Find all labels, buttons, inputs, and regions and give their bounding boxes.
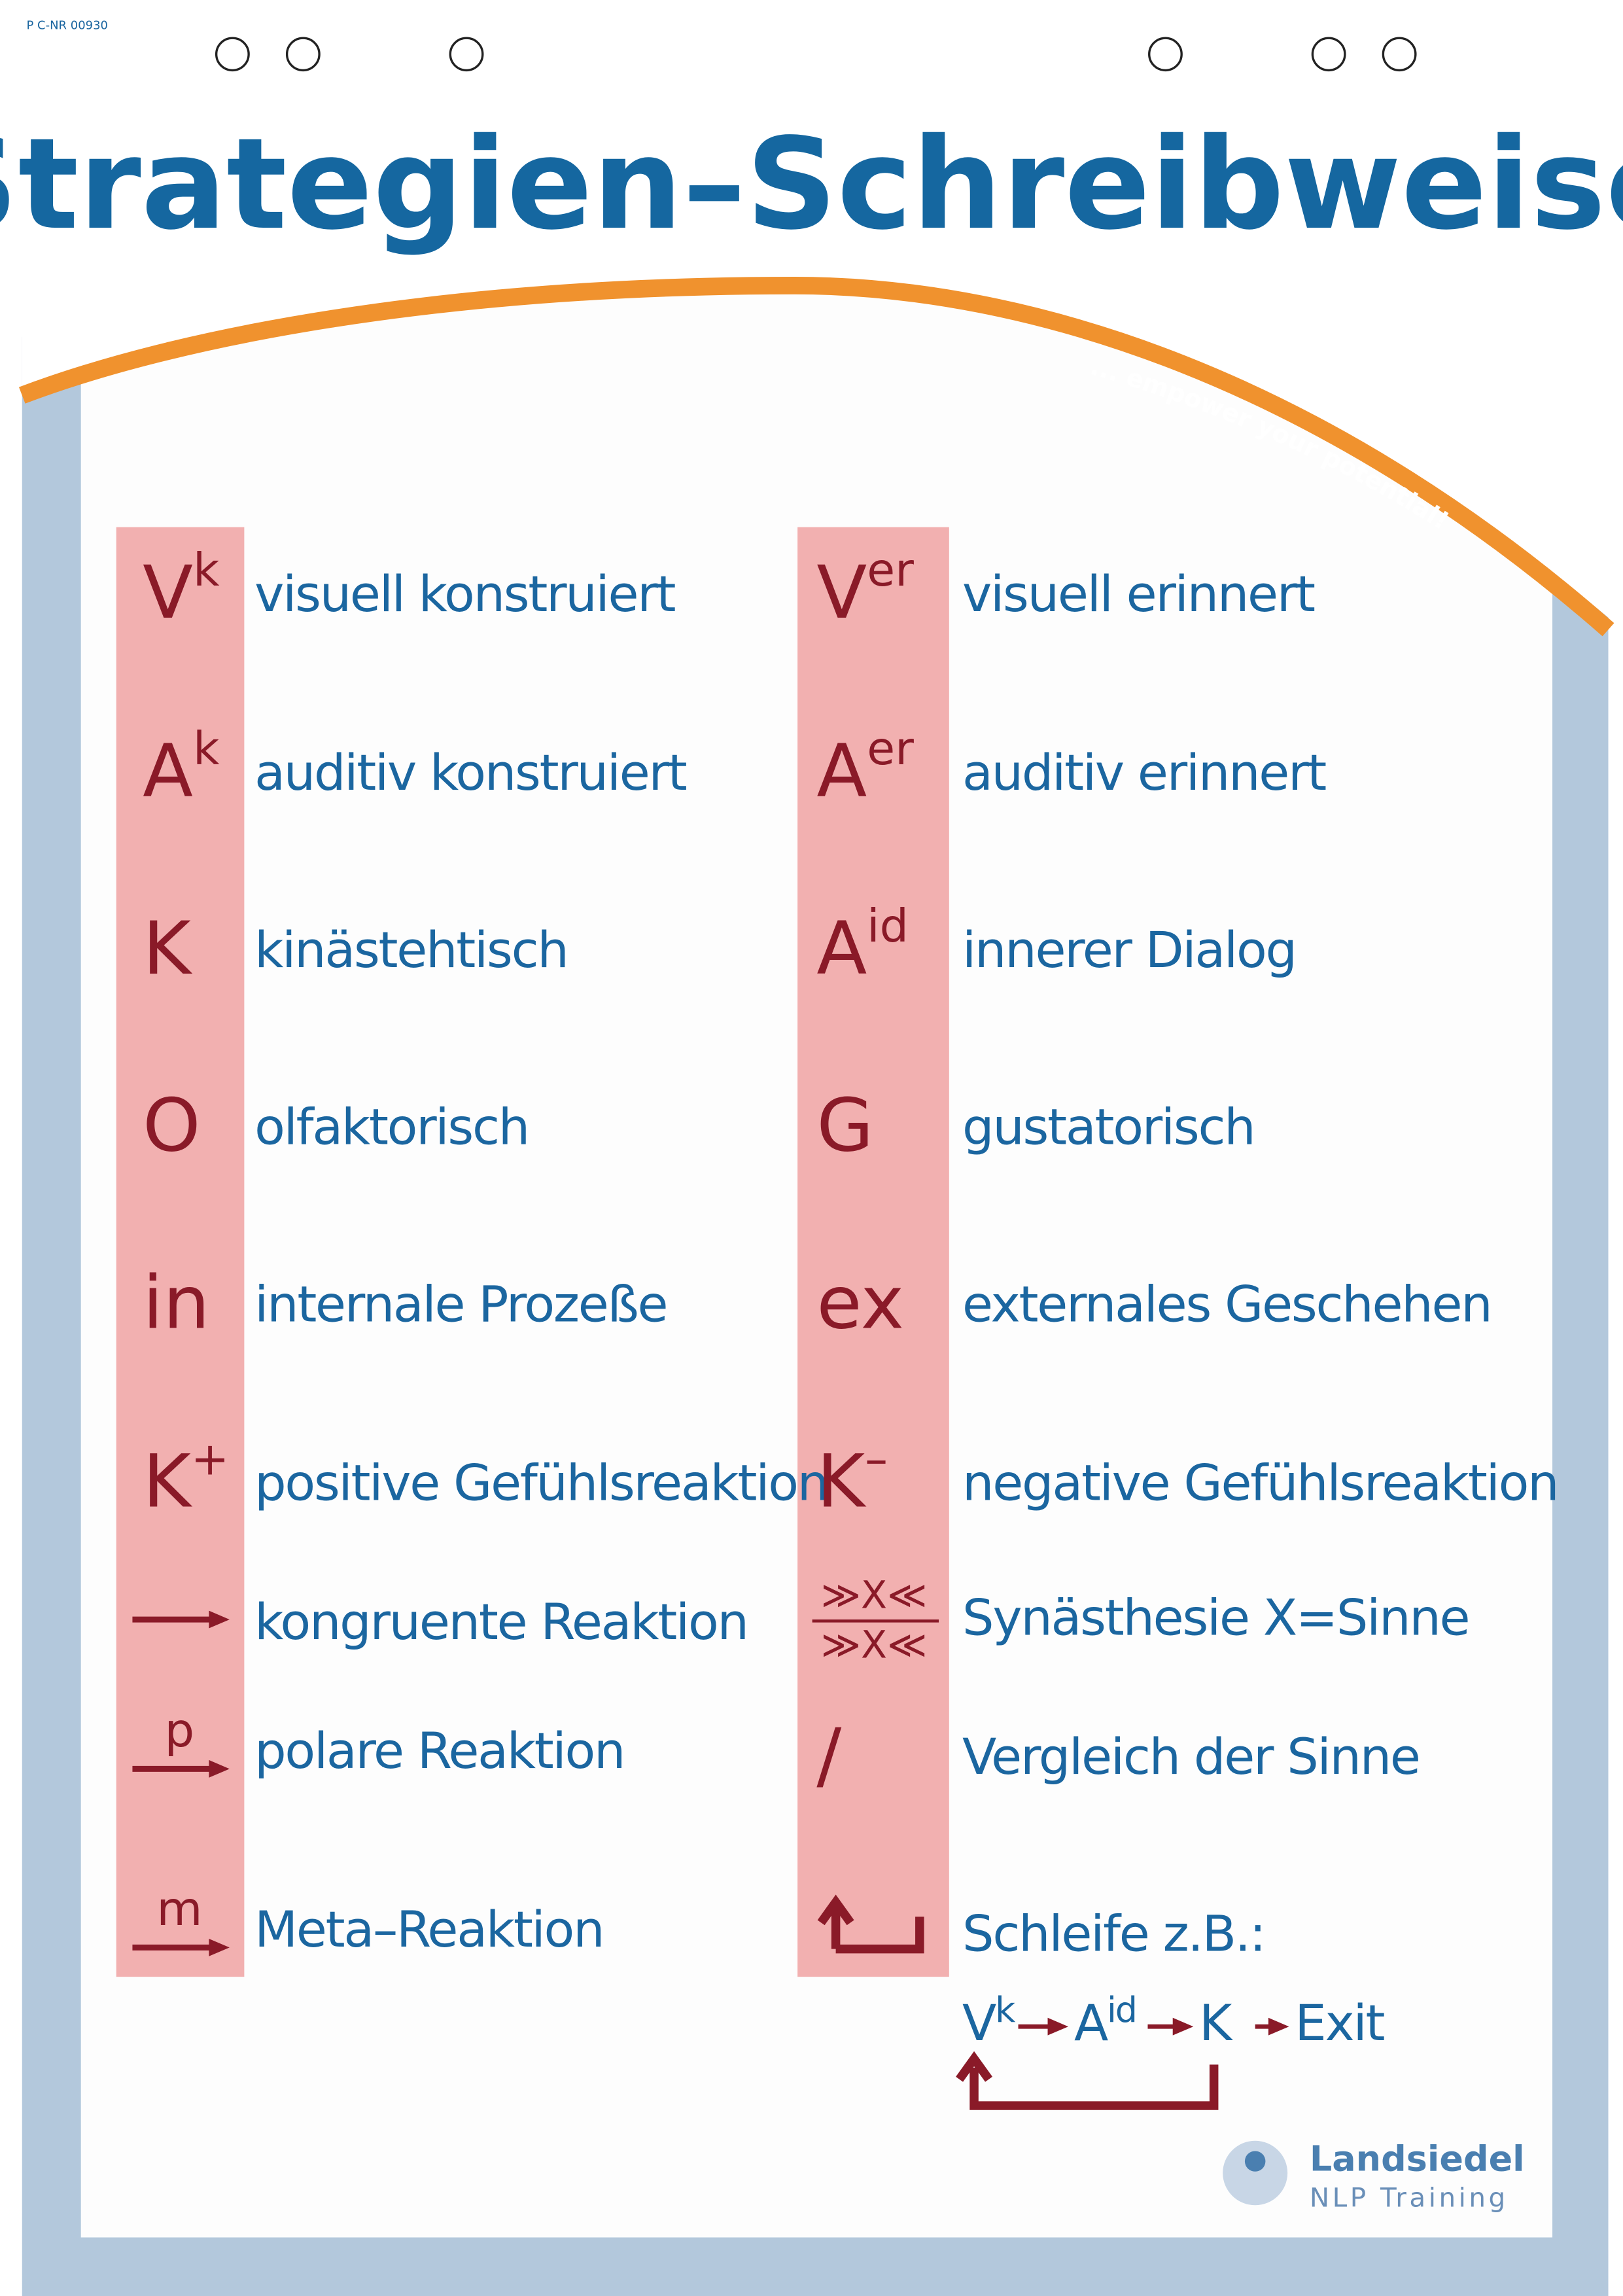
symbol: K [143,906,192,991]
label: externales Geschehen [962,1275,1491,1333]
example-step: Aid [1074,1989,1136,2053]
arrow-label: p [165,1703,195,1757]
example-loop [956,2051,1219,2110]
symbol-base: in [143,1260,210,1345]
symbol-sup: k [193,722,220,775]
arrow-head [209,1759,230,1778]
step-base: K [1199,1994,1233,2052]
symbol-base: ex [816,1260,904,1345]
label: kongruente Reaktion [254,1593,748,1651]
left-strip [116,527,245,1977]
top-area [0,0,1623,630]
symbol: G [816,1084,873,1169]
code: P C-NR 00930 [26,19,107,33]
arrow-head [209,1610,230,1629]
example-step: Vk [962,1989,1016,2053]
symbol: / [816,1713,841,1798]
arc [18,276,1614,637]
label: visuell erinnert [962,565,1315,623]
loop-icon [817,1894,924,1954]
label: polare Reaktion [254,1722,624,1780]
symbol-base: K [816,1439,866,1524]
symbol-base: V [143,550,193,635]
label: positive Gefühlsreaktion [254,1454,828,1512]
step-sup: k [995,1989,1016,2030]
arrow-head [1047,2017,1069,2036]
label: gustatorisch [962,1098,1254,1156]
symbol-base: A [143,729,193,814]
logo-mark [1223,2140,1288,2206]
symbol-base: K [143,906,192,991]
symbol-base: V [816,550,867,635]
symbol-sup: k [193,544,220,597]
label: Meta–Reaktion [254,1900,603,1958]
logo-name: Landsiedel [1310,2138,1525,2180]
symbol: K+ [143,1433,229,1524]
symbol-top: ≫X≪ [821,1573,928,1617]
holes [215,37,1417,72]
label: kinästehtisch [254,921,567,979]
symbol-sup: er [867,544,914,597]
symbol: Aid [816,900,909,991]
symbol-sup: + [191,1433,229,1486]
arrow-head [1172,2017,1194,2036]
label: innerer Dialog [962,921,1296,979]
label: visuell konstruiert [254,565,675,623]
label: auditiv konstruiert [254,743,687,802]
label: negative Gefühlsreaktion [962,1454,1558,1512]
step-sup: id [1107,1989,1136,2030]
step-base: A [1074,1994,1108,2052]
symbol-bottom: ≫X≪ [821,1623,928,1667]
symbol: Ak [143,722,220,813]
symbol: Ver [816,544,914,635]
symbol-sup: – [865,1433,888,1486]
symbol: in [143,1260,210,1345]
label: Vergleich der Sinne [962,1727,1420,1786]
symbol-base: / [816,1713,841,1798]
symbol-base: A [816,906,867,991]
symbol-sup: er [867,722,914,775]
arrow-label: m [156,1881,202,1936]
logo-dot [1244,2151,1266,2172]
arrow-head [1268,2017,1289,2036]
label: internale Prozeße [254,1275,667,1333]
logo-subtitle: NLP Training [1310,2182,1509,2213]
example-step: K [1199,1994,1233,2052]
symbol: Aer [816,722,914,813]
label: auditiv erinnert [962,743,1326,802]
label: olfaktorisch [254,1098,529,1156]
step-base: V [962,1994,996,2052]
symbol-base: K [143,1439,192,1524]
step-base: Exit [1295,1994,1384,2052]
symbol-sup: id [867,900,909,953]
symbol: O [143,1084,201,1169]
right-strip [797,527,949,1977]
symbol: ex [816,1260,904,1345]
symbol-base: G [816,1084,873,1169]
title: Strategien–Schreibweise [0,111,1623,257]
label: Synästhesie X=Sinne [962,1588,1469,1646]
symbol: K– [816,1433,888,1524]
symbol-base: O [143,1084,201,1169]
label: Schleife z.B.: [962,1905,1265,1963]
symbol: Vk [143,544,220,635]
example-step: Exit [1295,1994,1384,2052]
symbol-base: A [816,729,867,814]
arrow-head [209,1938,230,1956]
